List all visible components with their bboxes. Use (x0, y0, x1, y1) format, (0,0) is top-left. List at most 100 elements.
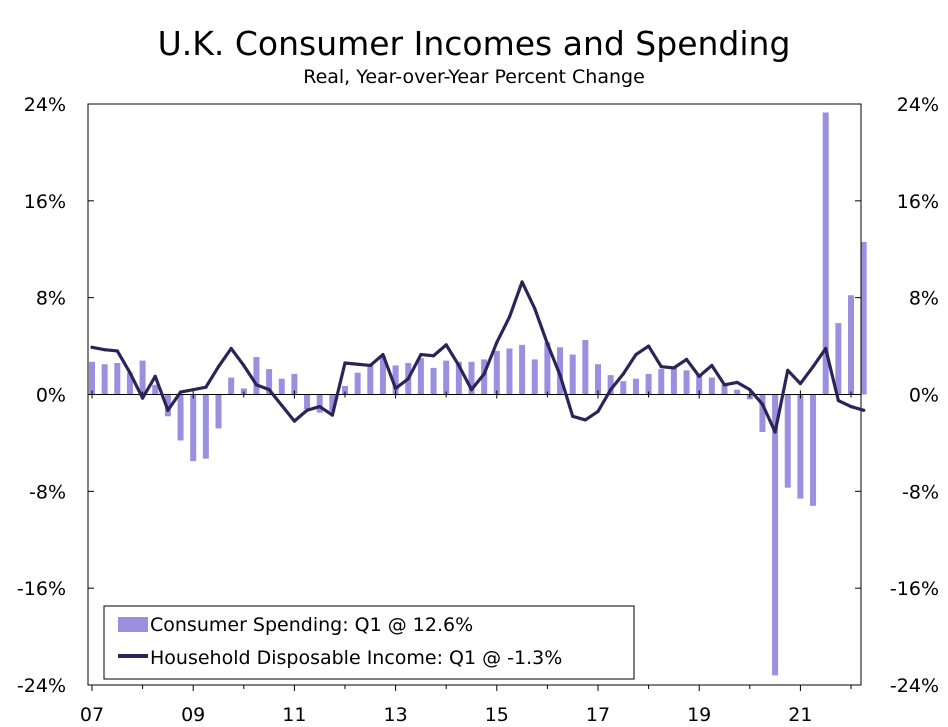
line-point (178, 390, 183, 394)
chart-subtitle: Real, Year-over-Year Percent Change (303, 66, 645, 88)
bar (329, 394, 336, 412)
line-point (406, 377, 410, 381)
line-group (90, 280, 866, 434)
x-tick-label: 19 (687, 704, 711, 726)
bar (481, 359, 488, 395)
bar (772, 394, 779, 676)
line-point (862, 408, 866, 412)
line-point (204, 385, 208, 389)
line-point (748, 388, 752, 392)
bar (531, 359, 538, 395)
bar (519, 344, 526, 395)
line-point (191, 388, 195, 392)
y-tick-label-right: 16% (897, 191, 939, 213)
line-point (798, 382, 803, 386)
bar (101, 364, 108, 395)
plot-frame (87, 103, 862, 686)
bar (291, 373, 298, 395)
line-point (697, 374, 701, 378)
line-point (533, 306, 537, 311)
bar (544, 342, 551, 395)
y-tick-label-left: 8% (36, 288, 66, 310)
bar (822, 112, 829, 395)
x-tick-label: 13 (384, 704, 408, 726)
line-point (634, 352, 638, 357)
x-tick-label: 15 (485, 704, 509, 726)
line-point (242, 363, 246, 368)
bar (708, 377, 715, 395)
chart-title: U.K. Consumer Incomes and Spending (158, 24, 791, 63)
line-point (128, 371, 132, 375)
y-tick-label-left: -24% (17, 675, 66, 697)
line-point (621, 372, 625, 376)
y-tick-label-left: 24% (24, 94, 66, 116)
bar (316, 394, 323, 413)
bar (152, 384, 159, 395)
bar (253, 356, 260, 395)
bar (595, 364, 601, 395)
y-tick-label-right: 0% (909, 385, 939, 407)
legend-swatch-bar (118, 617, 148, 632)
bar (278, 378, 285, 395)
bar (734, 389, 741, 395)
line-point (318, 405, 322, 409)
bar (164, 394, 171, 417)
bar (658, 369, 665, 395)
line-point (394, 386, 398, 391)
line-point (824, 346, 828, 351)
line-point (292, 419, 296, 423)
line-point (710, 363, 714, 368)
line-point (583, 418, 587, 422)
line-point (811, 365, 815, 369)
line-point (684, 357, 689, 361)
bar (114, 363, 121, 395)
x-axis: 07 09 11 13 15 17 19 21 (80, 390, 852, 726)
bar (443, 360, 450, 395)
line-point (609, 388, 613, 392)
line-point (659, 365, 663, 369)
line-point (419, 352, 423, 357)
bar (89, 361, 95, 395)
line-point (90, 345, 94, 349)
bar (126, 372, 133, 395)
bar (190, 394, 197, 462)
bar (569, 354, 576, 395)
line-point (558, 373, 562, 377)
line-point (381, 352, 385, 357)
bar (177, 394, 184, 441)
line-point (343, 361, 347, 365)
bar (860, 241, 867, 395)
line-point (596, 409, 600, 414)
line-point (141, 396, 145, 400)
y-tick-label-right: -16% (890, 578, 939, 600)
line-point (545, 342, 550, 346)
line-point (229, 346, 233, 351)
line-point (216, 365, 221, 369)
legend-label-spending: Consumer Spending: Q1 @ 12.6% (150, 614, 473, 636)
bar (620, 381, 627, 395)
line-point (280, 403, 284, 407)
y-tick-label-left: -16% (17, 578, 66, 600)
line-point (457, 363, 461, 368)
y-tick-label-left: 0% (36, 385, 66, 407)
bar (696, 375, 703, 395)
line-point (103, 348, 107, 352)
x-tick-label: 07 (80, 704, 104, 726)
y-axis-right: 24% 16% 8% 0% -8% -16% -24% (855, 94, 939, 697)
y-axis-left: 24% 16% 8% 0% -8% -16% -24% (17, 94, 94, 697)
bar (493, 350, 500, 395)
line-point (773, 430, 777, 434)
bar (683, 370, 690, 395)
legend: Consumer Spending: Q1 @ 12.6% Household … (103, 605, 635, 680)
line-point (647, 344, 651, 348)
line-point (520, 280, 524, 284)
bar (367, 364, 374, 395)
bar (228, 377, 235, 395)
line-point (722, 383, 727, 387)
line-point (571, 414, 575, 418)
bar (379, 355, 386, 395)
line-point (786, 368, 790, 372)
line-point (469, 388, 474, 392)
legend-label-income: Household Disposable Income: Q1 @ -1.3% (150, 647, 562, 669)
bar (810, 394, 817, 506)
